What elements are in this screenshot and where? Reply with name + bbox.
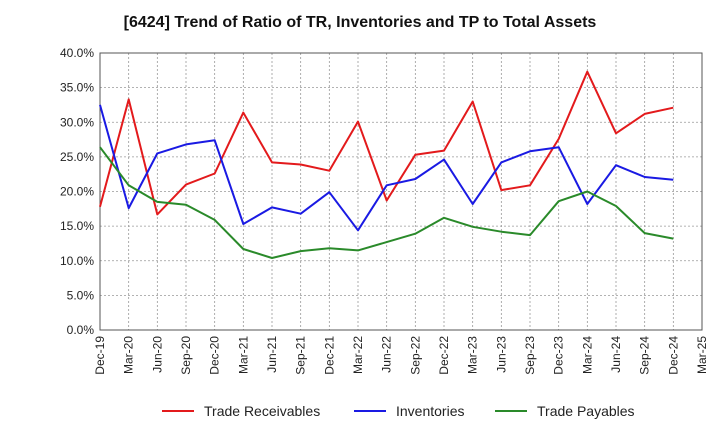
series-line-trade-payables xyxy=(99,146,674,259)
y-tick-label: 10.0% xyxy=(60,254,94,268)
x-tick-label: Sep-24 xyxy=(638,336,652,375)
y-tick-label: 5.0% xyxy=(67,288,95,302)
x-tick-label: Jun-21 xyxy=(265,336,279,373)
x-tick-label: Mar-22 xyxy=(351,336,365,374)
plot-frame xyxy=(99,52,703,331)
legend-label-trade-payables: Trade Payables xyxy=(537,403,635,419)
x-tick-label: Mar-21 xyxy=(236,336,250,374)
y-tick-label: 25.0% xyxy=(60,150,94,164)
y-tick-label: 0.0% xyxy=(67,323,95,337)
series-layer xyxy=(99,70,674,259)
legend: Trade Receivables Inventories Trade Payabl… xyxy=(162,403,635,419)
legend-label-inventories: Inventories xyxy=(396,403,464,419)
x-tick-label: Mar-24 xyxy=(580,336,594,374)
x-tick-label: Jun-20 xyxy=(150,336,164,373)
y-tick-label: 30.0% xyxy=(60,115,94,129)
x-tick-label: Sep-23 xyxy=(523,336,537,375)
axis-layer: 0.0% 5.0% 10.0% 15.0% 20.0% 25.0% 30.0% 35.0% 40… xyxy=(60,46,709,375)
x-tick-label: Dec-22 xyxy=(437,336,451,375)
x-tick-label: Dec-20 xyxy=(208,336,222,375)
x-tick-label: Jun-24 xyxy=(609,336,623,373)
x-tick-label: Dec-23 xyxy=(552,336,566,375)
grid-layer xyxy=(99,52,703,331)
x-tick-label: Mar-20 xyxy=(122,336,136,374)
legend-label-trade-receivables: Trade Receivables xyxy=(204,403,320,419)
y-tick-label: 40.0% xyxy=(60,46,94,60)
x-tick-label: Sep-21 xyxy=(294,336,308,375)
y-tick-label: 35.0% xyxy=(60,81,94,95)
x-tick-label: Jun-23 xyxy=(494,336,508,373)
chart-title: [6424] Trend of Ratio of TR, Inventories… xyxy=(123,14,597,31)
x-tick-label: Mar-23 xyxy=(466,336,480,374)
x-tick-label: Dec-24 xyxy=(666,336,680,375)
y-tick-label: 20.0% xyxy=(60,185,94,199)
y-tick-label: 15.0% xyxy=(60,219,94,233)
x-tick-label: Dec-21 xyxy=(322,336,336,375)
series-line-inventories xyxy=(99,104,674,232)
x-tick-label: Dec-19 xyxy=(93,336,107,375)
x-tick-label: Sep-20 xyxy=(179,336,193,375)
x-tick-label: Jun-22 xyxy=(380,336,394,373)
x-tick-label: Mar-25 xyxy=(695,336,709,374)
series-line-trade-receivables xyxy=(99,70,674,216)
x-tick-label: Sep-22 xyxy=(408,336,422,375)
